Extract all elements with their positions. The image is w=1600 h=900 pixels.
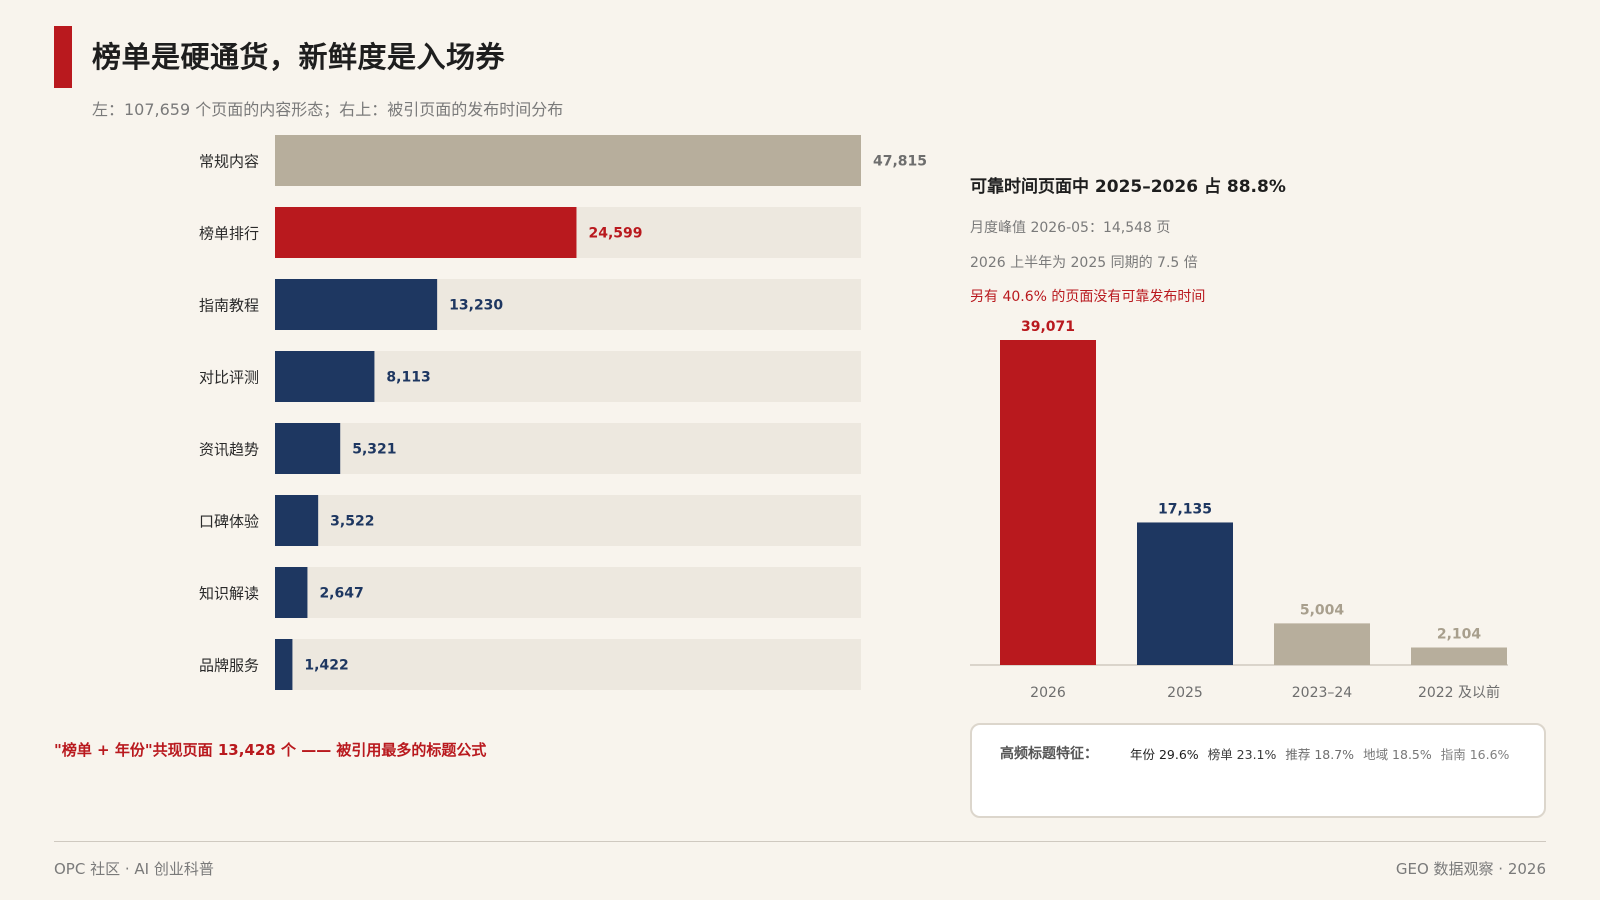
- title-features-panel: 高频标题特征： 年份 29.6% 榜单 23.1% 推荐 18.7% 地域 18…: [970, 723, 1546, 818]
- category-label: 2026: [1030, 685, 1066, 701]
- bar: [1274, 623, 1370, 665]
- content-form-bar-chart: 常规内容 47,815 榜单排行 24,599 指南教程 13,230 对比评测 8,113 资…: [199, 135, 927, 690]
- title-formula-note: "榜单 + 年份"共现页面 13,428 个 —— 被引用最多的标题公式: [54, 741, 487, 759]
- bar: [1000, 340, 1096, 665]
- category-label: 2025: [1167, 685, 1203, 701]
- category-label: 指南教程: [199, 297, 259, 315]
- bar-track: [275, 423, 861, 474]
- no-date-note: 另有 40.6% 的页面没有可靠发布时间: [970, 289, 1206, 305]
- footer-divider: [54, 841, 1546, 842]
- value-label: 39,071: [1021, 319, 1075, 335]
- value-label: 47,815: [873, 154, 927, 170]
- category-label: 口碑体验: [199, 513, 259, 531]
- feature-item: 指南 16.6%: [1440, 747, 1510, 762]
- value-label: 5,321: [352, 442, 396, 458]
- bar: [275, 639, 293, 690]
- bar: [275, 495, 319, 546]
- bar: [275, 207, 577, 258]
- feature-item: 榜单 23.1%: [1207, 747, 1277, 762]
- features-list: 年份 29.6% 榜单 23.1% 推荐 18.7% 地域 18.5% 指南 1…: [1130, 744, 1509, 763]
- value-label: 2,647: [319, 586, 363, 602]
- category-label: 常规内容: [199, 153, 259, 171]
- bar: [275, 135, 861, 186]
- value-label: 2,104: [1437, 626, 1482, 642]
- year-chart-title: 可靠时间页面中 2025–2026 占 88.8%: [970, 177, 1286, 197]
- bar-track: [275, 567, 861, 618]
- value-label: 17,135: [1158, 501, 1212, 517]
- category-label: 知识解读: [199, 585, 259, 603]
- category-label: 品牌服务: [199, 657, 259, 675]
- bar: [1411, 647, 1507, 665]
- feature-item: 地域 18.5%: [1363, 747, 1432, 762]
- value-label: 13,230: [449, 298, 503, 314]
- page-title: 榜单是硬通货，新鲜度是入场券: [92, 40, 506, 74]
- feature-item: 年份 29.6%: [1130, 747, 1199, 762]
- value-label: 1,422: [304, 658, 348, 674]
- bar: [275, 567, 308, 618]
- category-label: 2022 及以前: [1418, 684, 1500, 701]
- bar: [275, 423, 341, 474]
- features-label: 高频标题特征：: [1000, 746, 1098, 762]
- category-label: 资讯趋势: [199, 441, 259, 459]
- value-label: 24,599: [588, 226, 642, 242]
- bar: [275, 351, 375, 402]
- title-accent-bar: [54, 26, 72, 88]
- category-label: 榜单排行: [199, 225, 259, 243]
- publish-year-bar-chart: 39,071 2026 17,135 2025 5,004 2023–24 2,104 202…: [970, 319, 1508, 701]
- growth-ratio-note: 2026 上半年为 2025 同期的 7.5 倍: [970, 255, 1198, 271]
- value-label: 5,004: [1300, 602, 1345, 618]
- footer-source: OPC 社区 · AI 创业科普: [54, 860, 214, 878]
- category-label: 对比评测: [199, 369, 259, 387]
- category-label: 2023–24: [1292, 685, 1353, 701]
- feature-item: 推荐 18.7%: [1285, 747, 1355, 762]
- value-label: 8,113: [386, 370, 430, 386]
- value-label: 3,522: [330, 514, 374, 530]
- page-subtitle: 左：107,659 个页面的内容形态；右上：被引页面的发布时间分布: [92, 100, 564, 119]
- footer-series: GEO 数据观察 · 2026: [1395, 860, 1546, 878]
- monthly-peak-note: 月度峰值 2026-05：14,548 页: [970, 220, 1171, 236]
- bar: [1137, 522, 1233, 665]
- bar-track: [275, 495, 861, 546]
- bar: [275, 279, 438, 330]
- bar-track: [275, 639, 861, 690]
